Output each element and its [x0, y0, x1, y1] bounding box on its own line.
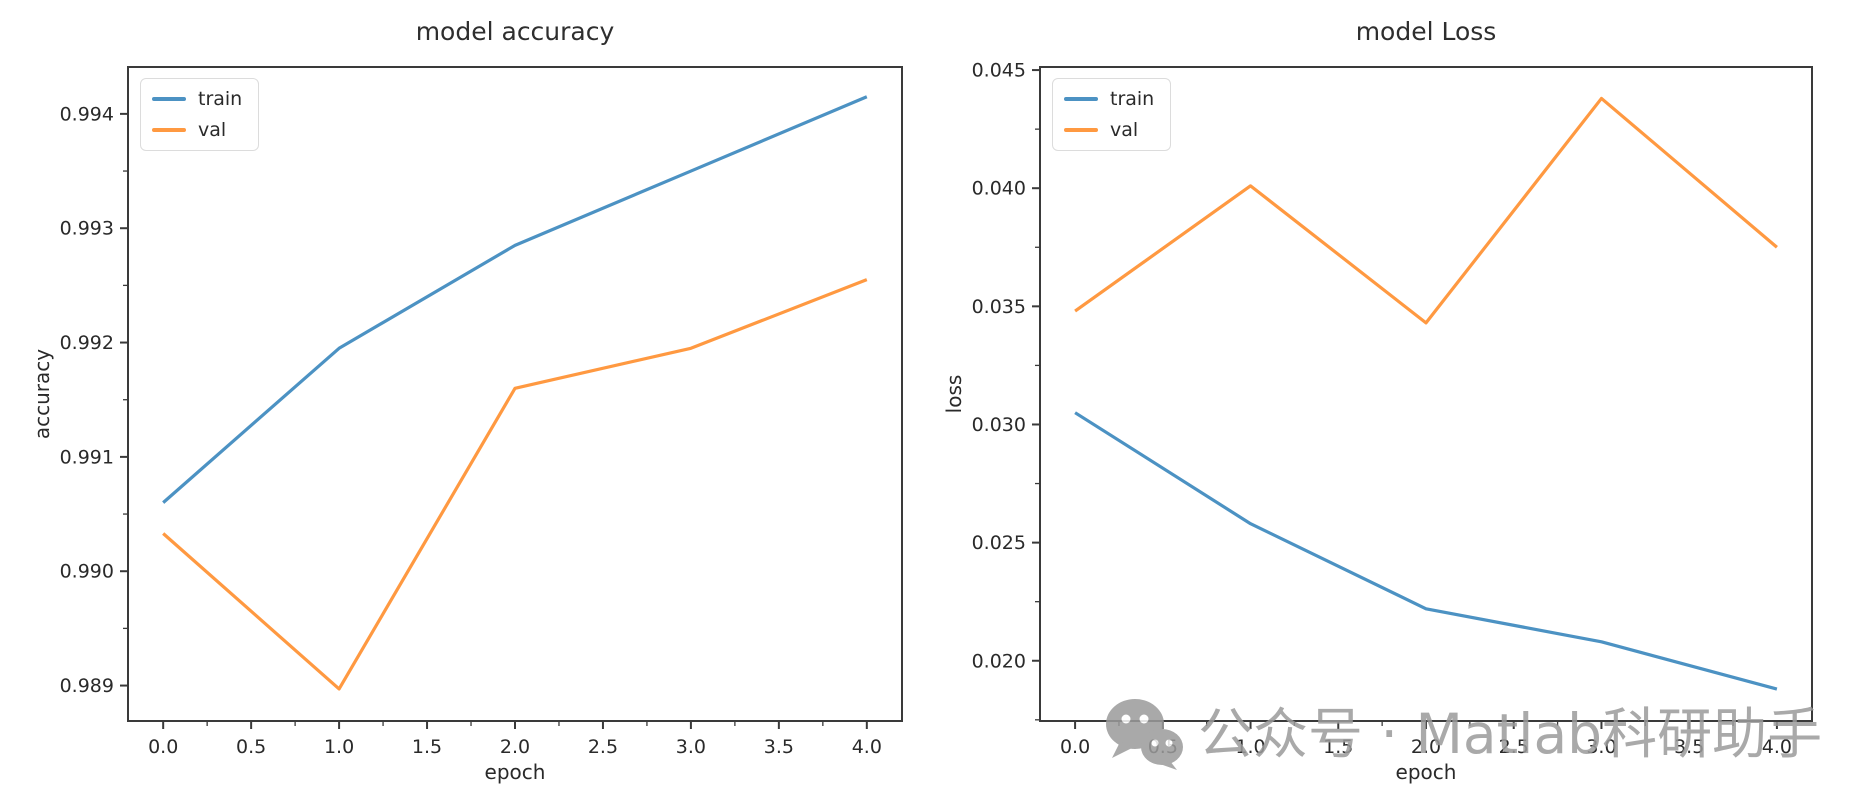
x-tick-label: 0.5 [236, 736, 266, 758]
x-tick-label: 4.0 [852, 736, 882, 758]
x-tick-label: 2.0 [1411, 736, 1441, 758]
x-tick-label: 3.5 [764, 736, 794, 758]
chart-title: model Loss [1355, 17, 1497, 46]
watermark: 公众号 · Matlab科研助手 [1104, 696, 1822, 772]
watermark-text: 公众号 · Matlab科研助手 [1198, 701, 1823, 766]
val-line [1074, 96, 1778, 325]
x-tick-label: 0.0 [148, 736, 178, 758]
plot-area: 0.0200.0250.0300.0350.0400.0450.00.51.01… [972, 60, 1813, 758]
chart-title: model accuracy [415, 17, 615, 46]
x-tick-label: 1.0 [1235, 736, 1265, 758]
legend: train val [1052, 78, 1172, 151]
train-line-swatch [152, 97, 186, 101]
x-tick-label: 3.5 [1674, 736, 1704, 758]
x-tick-label: 1.5 [1323, 736, 1353, 758]
train-line [1074, 411, 1778, 691]
legend-label: val [1110, 119, 1139, 141]
x-axis-label: epoch [1395, 760, 1457, 784]
legend-item-train: train [152, 88, 242, 110]
train-line-swatch [1064, 97, 1098, 101]
y-tick-label: 0.994 [60, 103, 114, 125]
axes-spines [127, 66, 903, 722]
legend-label: train [1110, 88, 1155, 110]
legend-label: val [198, 119, 227, 141]
x-tick-label: 2.0 [500, 736, 530, 758]
x-tick-label: 3.0 [1586, 736, 1616, 758]
axes-spines [1039, 66, 1813, 722]
y-tick-label: 0.992 [60, 332, 114, 354]
legend-item-train: train [1064, 88, 1154, 110]
x-tick-label: 3.0 [676, 736, 706, 758]
y-tick-label: 0.035 [972, 296, 1026, 318]
x-tick-label: 1.0 [324, 736, 354, 758]
y-tick-label: 0.989 [60, 675, 114, 697]
legend-label: train [198, 88, 243, 110]
train-line [162, 95, 868, 504]
y-tick-label: 0.991 [60, 446, 114, 468]
x-tick-label: 4.0 [1762, 736, 1792, 758]
x-tick-label: 0.0 [1060, 736, 1090, 758]
x-tick-label: 2.5 [1499, 736, 1529, 758]
y-tick-label: 0.040 [972, 178, 1026, 200]
y-tick-label: 0.993 [60, 218, 114, 240]
legend: train val [140, 78, 260, 151]
y-tick-label: 0.045 [972, 60, 1026, 82]
legend-item-val: val [152, 119, 242, 141]
legend-item-val: val [1064, 119, 1154, 141]
x-tick-label: 2.5 [588, 736, 618, 758]
plot-area: 0.989 0.990 0.991 0.992 0.993 0.994 0.0 0.5 1.0 1… [60, 66, 903, 758]
val-line [162, 278, 868, 691]
y-tick-label: 0.020 [972, 650, 1026, 672]
val-line-swatch [1064, 128, 1098, 132]
x-tick-label: 1.5 [412, 736, 442, 758]
wechat-icon [1106, 699, 1183, 770]
x-axis-label: epoch [484, 760, 546, 784]
y-tick-label: 0.025 [972, 532, 1026, 554]
y-tick-label: 0.030 [972, 414, 1026, 436]
y-tick-label: 0.990 [60, 561, 114, 583]
val-line-swatch [152, 128, 186, 132]
